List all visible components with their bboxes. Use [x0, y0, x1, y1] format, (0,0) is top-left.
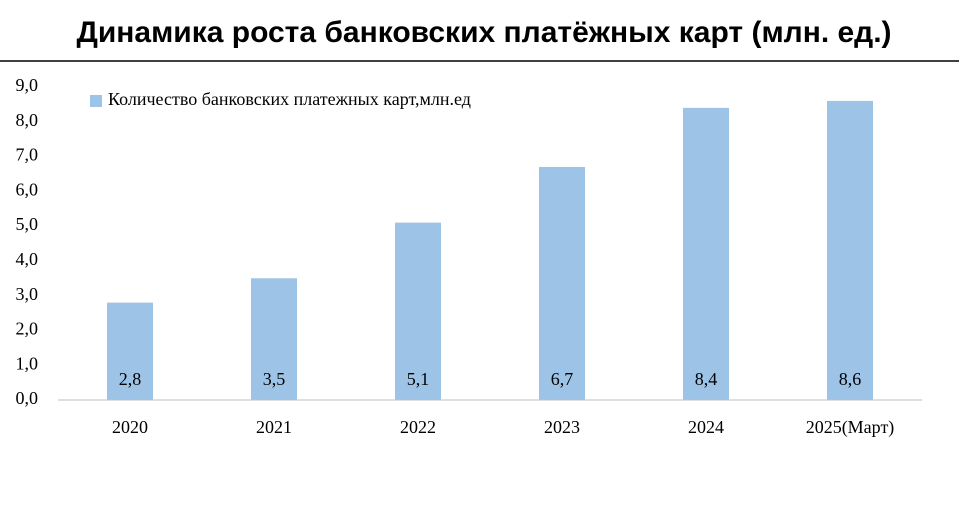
legend-label: Количество банковских платежных карт,млн… — [108, 89, 471, 109]
legend-swatch — [90, 95, 102, 107]
chart-title: Динамика роста банковских платёжных карт… — [76, 16, 891, 49]
y-tick-label: 3,0 — [16, 284, 39, 304]
y-tick-label: 5,0 — [16, 214, 39, 234]
bar — [395, 222, 441, 400]
bar — [107, 302, 153, 400]
value-label: 8,4 — [695, 369, 718, 389]
value-label: 2,8 — [119, 369, 142, 389]
x-tick-label: 2024 — [688, 417, 724, 437]
y-tick-label: 7,0 — [16, 145, 39, 165]
y-tick-label: 8,0 — [16, 110, 39, 130]
x-tick-label: 2021 — [256, 417, 292, 437]
y-tick-label: 4,0 — [16, 249, 39, 269]
x-tick-label: 2025(Март) — [806, 417, 895, 438]
value-label: 5,1 — [407, 369, 430, 389]
bar — [683, 107, 729, 400]
value-label: 8,6 — [839, 369, 862, 389]
value-label: 6,7 — [551, 369, 574, 389]
x-tick-label: 2020 — [112, 417, 148, 437]
x-tick-label: 2023 — [544, 417, 580, 437]
y-tick-label: 2,0 — [16, 319, 39, 339]
value-label: 3,5 — [263, 369, 286, 389]
bar — [827, 100, 873, 401]
bar — [539, 166, 585, 400]
x-tick-label: 2022 — [400, 417, 436, 437]
bar — [251, 278, 297, 400]
y-tick-label: 0,0 — [16, 388, 39, 408]
y-tick-label: 1,0 — [16, 353, 39, 373]
y-tick-label: 9,0 — [16, 75, 39, 95]
y-tick-label: 6,0 — [16, 179, 39, 199]
